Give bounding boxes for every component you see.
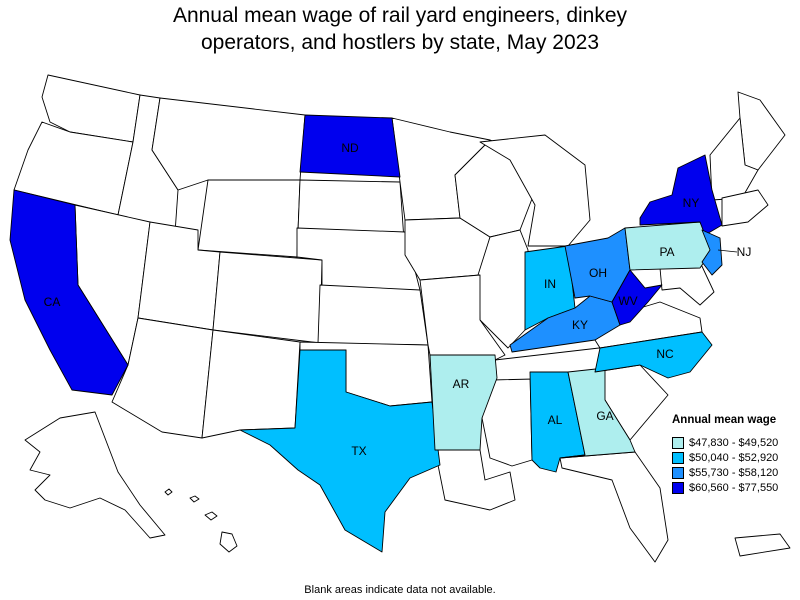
map-title: Annual mean wage of rail yard engineers,… xyxy=(0,2,800,56)
state-hi[interactable] xyxy=(164,488,238,553)
legend-item: $60,560 - $77,550 xyxy=(672,480,800,495)
label-wv: WV xyxy=(618,294,637,308)
label-ky: KY xyxy=(572,318,588,332)
map-title-line-1: Annual mean wage of rail yard engineers,… xyxy=(172,4,628,27)
label-al: AL xyxy=(548,413,563,427)
state-mt[interactable] xyxy=(151,97,306,191)
state-tx[interactable] xyxy=(239,349,441,553)
state-ca[interactable] xyxy=(9,189,129,396)
state-la[interactable] xyxy=(434,449,516,511)
state-ga[interactable] xyxy=(559,367,636,459)
legend-item: $55,730 - $58,120 xyxy=(672,465,800,480)
state-co[interactable] xyxy=(212,251,323,344)
state-pr[interactable] xyxy=(734,533,791,557)
state-ny[interactable] xyxy=(639,154,723,236)
nj-leader-line xyxy=(717,249,738,253)
legend-label: $60,560 - $77,550 xyxy=(689,481,779,494)
states-layer xyxy=(9,74,791,563)
legend-item: $50,040 - $52,920 xyxy=(672,450,800,465)
footnote: Blank areas indicate data not available. xyxy=(304,584,496,596)
legend-item: $47,830 - $49,520 xyxy=(672,435,800,450)
legend-label: $47,830 - $49,520 xyxy=(689,436,779,449)
state-nc[interactable] xyxy=(594,331,713,379)
label-nd: ND xyxy=(341,141,359,155)
label-ga: GA xyxy=(596,409,613,423)
legend-title: Annual mean wage xyxy=(672,414,777,426)
state-nm[interactable] xyxy=(201,329,301,439)
state-ma-ct-ri[interactable] xyxy=(721,189,769,227)
state-nj[interactable] xyxy=(701,229,723,276)
legend-swatch xyxy=(672,466,684,479)
label-ca: CA xyxy=(44,295,61,309)
legend-swatch xyxy=(672,436,684,449)
legend: Annual mean wage $47,830 - $49,520 $50,0… xyxy=(672,414,800,495)
legend-swatch xyxy=(672,451,684,464)
state-labels: CA ND NY WV OH KY NJ IN TX NC AL PA AR G… xyxy=(44,141,752,458)
label-pa: PA xyxy=(659,245,674,259)
map-title-line-2: operators, and hostlers by state, May 20… xyxy=(200,31,600,54)
label-in: IN xyxy=(544,277,556,291)
label-nc: NC xyxy=(656,347,674,361)
state-nd[interactable] xyxy=(299,114,401,178)
label-nj: NJ xyxy=(737,245,752,259)
state-fl[interactable] xyxy=(559,451,669,563)
legend-label: $55,730 - $58,120 xyxy=(689,466,779,479)
state-me[interactable] xyxy=(737,91,786,171)
state-wy[interactable] xyxy=(197,179,301,258)
state-ar[interactable] xyxy=(429,354,498,451)
legend-label: $50,040 - $52,920 xyxy=(689,451,779,464)
state-ks[interactable] xyxy=(317,284,429,346)
state-ak[interactable] xyxy=(24,411,166,539)
label-ny: NY xyxy=(683,196,700,210)
label-ar: AR xyxy=(453,377,470,391)
label-tx: TX xyxy=(351,444,366,458)
label-oh: OH xyxy=(589,266,607,280)
legend-swatch xyxy=(672,481,684,494)
state-wv[interactable] xyxy=(611,269,663,326)
state-mo[interactable] xyxy=(419,274,506,361)
